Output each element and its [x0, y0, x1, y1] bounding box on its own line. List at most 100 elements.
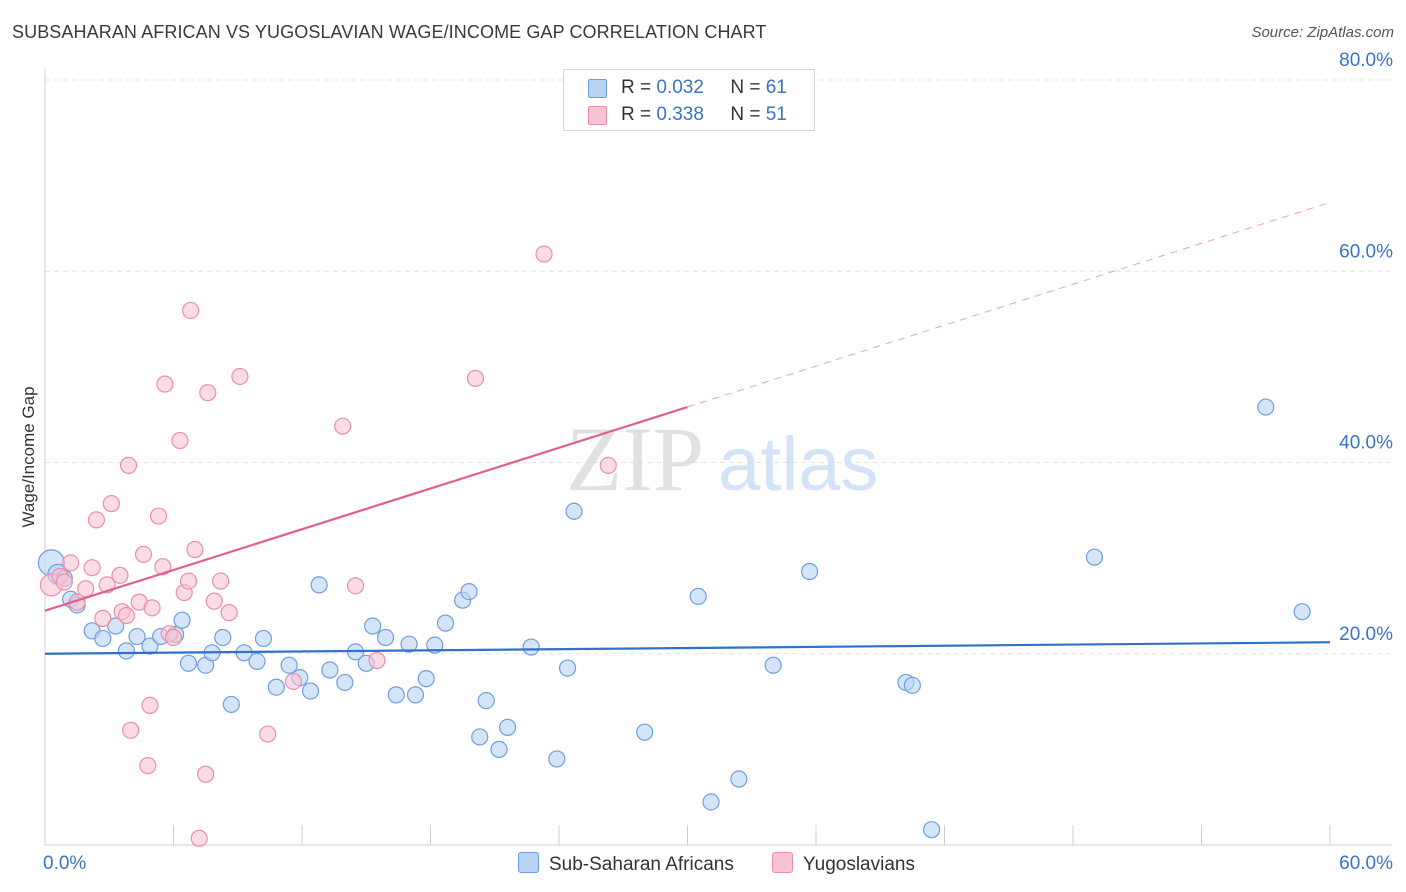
- sub-saharan-point: [689, 587, 707, 605]
- sub-saharan-point: [490, 740, 508, 758]
- yugoslavian-point: [122, 721, 140, 739]
- yugoslavian-point: [199, 384, 217, 402]
- legend-n-label: N =: [730, 104, 761, 125]
- watermark-atlas: atlas: [718, 422, 879, 507]
- sub-saharan-point: [1293, 603, 1311, 621]
- sub-saharan-point: [117, 642, 135, 660]
- sub-saharan-point: [417, 670, 435, 688]
- sub-saharan-point: [267, 678, 285, 696]
- yugoslavian-point: [284, 672, 303, 691]
- yugoslavian-point: [190, 829, 208, 847]
- sub-saharan-point: [222, 695, 240, 714]
- sub-saharan-point: [141, 637, 159, 655]
- sub-saharan-point: [1085, 548, 1104, 566]
- yugoslavian-point: [231, 367, 249, 386]
- sub-saharan-trend-line: [44, 641, 1331, 655]
- sub-saharan-point: [400, 635, 418, 653]
- watermark: ZIP atlas: [566, 408, 879, 510]
- x-tick-label: 0.0%: [43, 853, 86, 874]
- sub-saharan-point: [179, 654, 198, 672]
- source-label: Source: ZipAtlas.com: [1251, 24, 1394, 41]
- yugoslavian-point: [154, 558, 172, 576]
- legend-item-yugoslavians: Yugoslavians: [772, 852, 915, 876]
- yugoslavian-point: [77, 580, 95, 598]
- yugoslavian-point: [205, 592, 223, 610]
- legend-label: Sub-Saharan Africans: [549, 854, 734, 875]
- yugoslavian-point: [139, 757, 157, 775]
- yugoslavian-point: [368, 651, 386, 670]
- legend-r-label: R =: [621, 104, 652, 125]
- yugoslavian-point: [117, 606, 135, 625]
- sub-saharan-point: [280, 656, 298, 674]
- yugoslavian-point: [334, 417, 352, 435]
- yugoslavian-point: [94, 609, 112, 627]
- sub-saharan-point: [376, 628, 395, 647]
- y-tick-label: 80.0%: [1339, 50, 1393, 71]
- correlation-legend: R = 0.032 N = 61 R = 0.338 N = 51: [563, 69, 815, 131]
- sub-saharan-point: [471, 728, 489, 746]
- sub-saharan-point: [94, 629, 112, 648]
- yugoslavian-point: [119, 456, 138, 474]
- sub-saharan-point: [499, 718, 517, 736]
- legend-r-value: 0.032: [656, 77, 704, 98]
- pink-swatch: [588, 106, 607, 125]
- sub-saharan-point: [254, 629, 273, 648]
- yugoslavian-point: [111, 566, 129, 584]
- pink-swatch: [772, 852, 793, 873]
- yugoslavian-point: [164, 628, 183, 647]
- y-tick-label: 60.0%: [1339, 241, 1393, 262]
- yugoslavian-point: [171, 431, 189, 450]
- grid: [45, 79, 1392, 655]
- sub-saharan-point: [477, 692, 495, 710]
- yugoslavian-point: [346, 577, 365, 595]
- sub-saharan-point: [565, 502, 583, 520]
- chart-title: SUBSAHARAN AFRICAN VS YUGOSLAVIAN WAGE/I…: [12, 22, 767, 42]
- yugoslavian-point: [197, 765, 215, 783]
- sub-saharan-point: [336, 673, 354, 692]
- sub-saharan-point: [1257, 398, 1275, 416]
- yugoslavian-trend-line: [44, 405, 688, 612]
- yugoslavian-point: [141, 696, 159, 714]
- yugoslavian-point: [62, 554, 80, 572]
- sub-saharan-point: [173, 611, 191, 629]
- legend-r-label: R =: [621, 77, 652, 98]
- sub-saharan-point: [923, 821, 941, 839]
- sub-saharan-point: [460, 582, 478, 601]
- yugoslavian-point: [134, 545, 153, 563]
- yugoslavian-point: [149, 507, 168, 525]
- sub-saharan-point: [436, 614, 455, 632]
- legend-n-value: 51: [765, 104, 787, 125]
- legend-label: Yugoslavians: [803, 854, 915, 875]
- trend-lines: [44, 201, 1331, 655]
- sub-saharan-point: [903, 676, 921, 694]
- sub-saharan-point: [301, 682, 320, 700]
- yugoslavian-point: [599, 456, 617, 474]
- legend-n-label: N =: [730, 77, 761, 98]
- yugoslavian-trend-extension: [687, 201, 1331, 408]
- sub-saharan-point: [128, 627, 146, 646]
- yugoslavian-point: [186, 540, 204, 559]
- legend-n-value: 61: [765, 77, 787, 98]
- sub-saharan-point: [406, 686, 425, 704]
- yugoslavian-point: [179, 572, 198, 590]
- y-tick-label: 40.0%: [1339, 433, 1393, 454]
- sub-saharan-point: [364, 617, 382, 635]
- axes: [44, 68, 1392, 846]
- sub-saharan-point: [310, 576, 328, 594]
- sub-saharan-point: [248, 652, 266, 671]
- yugoslavian-point: [535, 245, 553, 263]
- yugoslavian-point: [156, 375, 174, 393]
- legend-r-value: 0.338: [656, 104, 704, 125]
- x-tick-label: 60.0%: [1339, 853, 1393, 874]
- sub-saharan-point: [558, 659, 577, 677]
- tick-labels: 20.0% 40.0% 60.0% 80.0% 0.0% 60.0%: [43, 50, 1393, 874]
- yugoslavian-point: [55, 573, 73, 591]
- sub-saharan-point: [321, 661, 339, 679]
- sub-saharan-point: [522, 638, 540, 656]
- yugoslavian-point: [466, 369, 485, 387]
- yugoslavian-point: [143, 599, 161, 617]
- y-axis-label: Wage/Income Gap: [19, 386, 38, 527]
- sub-saharan-point: [548, 750, 566, 768]
- sub-saharan-point: [214, 628, 232, 647]
